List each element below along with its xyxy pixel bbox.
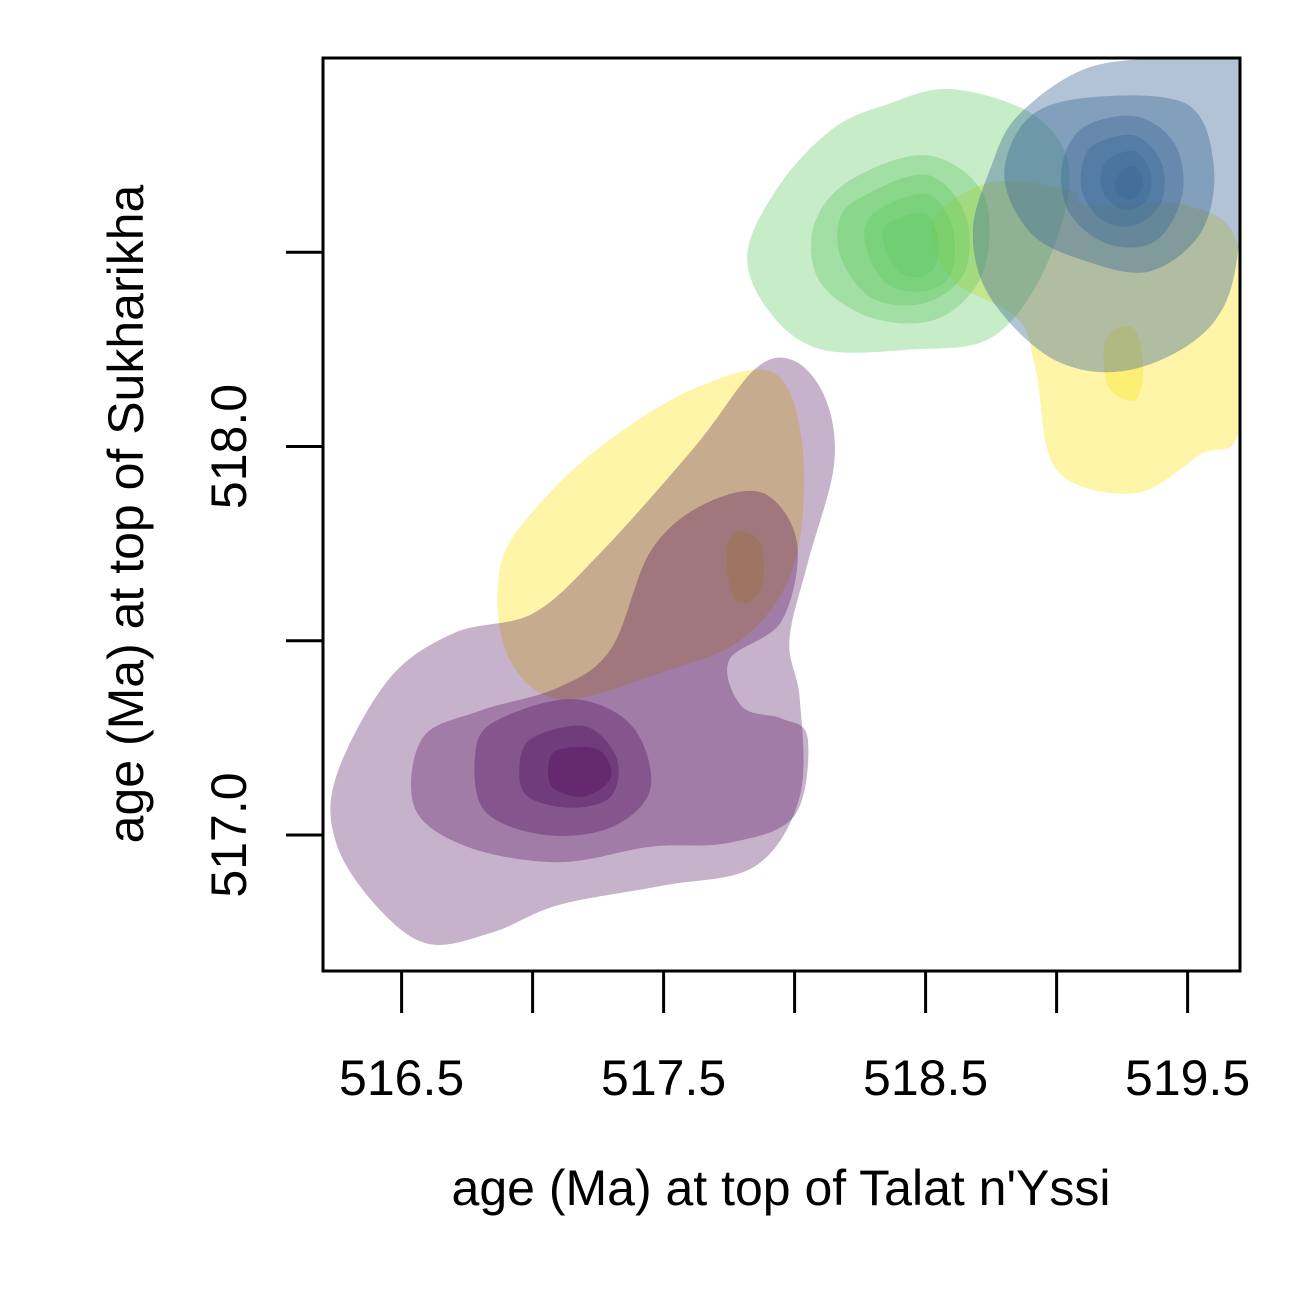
- plot-frame: [321, 56, 1242, 973]
- contour-level-2-5: [1114, 166, 1144, 200]
- contour-level-3-2: [474, 698, 652, 836]
- y-tick-label: 517.0: [201, 772, 257, 897]
- contour-level-3-4: [547, 746, 612, 797]
- density-contours: [330, 58, 1240, 945]
- contour-level-0-1: [726, 531, 764, 604]
- contour-level-1-4: [882, 212, 939, 278]
- density-series-3: [330, 357, 835, 945]
- contour-level-1-2: [837, 174, 970, 306]
- density-series-2: [972, 58, 1240, 373]
- y-tick-label: 518.0: [201, 384, 257, 509]
- contour-level-2-2: [1061, 115, 1184, 248]
- contour-level-1-0: [747, 88, 1070, 353]
- x-axis: 516.5 517.5 518.5 519.5: [339, 971, 1250, 1106]
- density-series-0: [497, 180, 1240, 700]
- density-series-1: [747, 88, 1070, 353]
- contour-level-2-0: [972, 58, 1240, 373]
- y-axis: 517.0 518.0: [201, 250, 323, 898]
- contour-level-3-3: [519, 725, 619, 808]
- x-tick-label: 516.5: [339, 1050, 464, 1106]
- contour-level-2-3: [1080, 134, 1165, 227]
- x-tick-label: 518.5: [863, 1050, 988, 1106]
- contour-level-3-1: [411, 490, 809, 863]
- contour-level-2-1: [1004, 95, 1215, 273]
- contour-level-0-3: [1103, 326, 1144, 401]
- contour-level-2-4: [1100, 150, 1152, 210]
- contour-level-3-0: [330, 357, 835, 945]
- x-tick-label: 519.5: [1125, 1050, 1250, 1106]
- contour-level-0-2: [931, 180, 1240, 494]
- x-tick-label: 517.5: [601, 1050, 726, 1106]
- contour-level-0-0: [497, 369, 805, 700]
- contour-level-1-3: [864, 193, 956, 292]
- contour-level-1-1: [810, 154, 990, 324]
- x-axis-label: age (Ma) at top of Talat n'Yssi: [452, 1160, 1111, 1216]
- y-axis-label: age (Ma) at top of Sukharikha: [98, 184, 154, 843]
